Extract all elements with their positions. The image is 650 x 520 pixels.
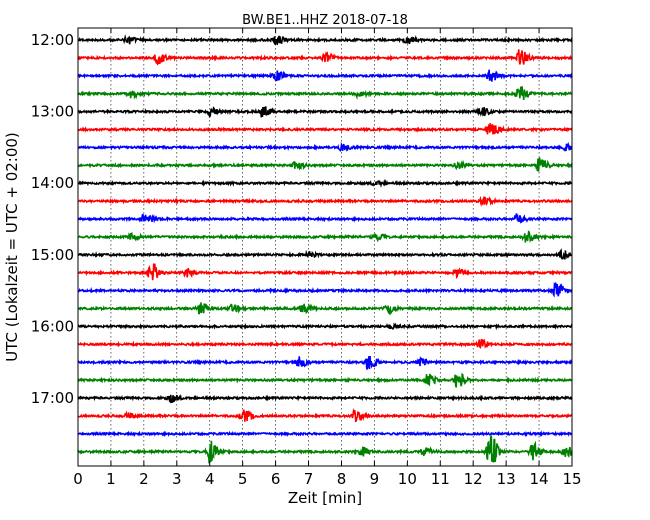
vertical-grid xyxy=(110,28,540,466)
seismogram-trace xyxy=(77,430,573,438)
seismogram-trace xyxy=(77,213,573,224)
seismogram-trace xyxy=(77,338,573,350)
seismogram-trace xyxy=(77,435,573,464)
seismogram-trace xyxy=(78,302,573,316)
x-tick-label: 0 xyxy=(73,470,83,488)
chart-title: BW.BE1..HHZ 2018-07-18 xyxy=(242,13,408,28)
x-tick-label: 14 xyxy=(530,470,549,488)
x-tick-label: 3 xyxy=(172,470,182,488)
y-tick-label: 12:00 xyxy=(31,31,74,49)
x-tick-label: 8 xyxy=(337,470,347,488)
x-tick-label: 9 xyxy=(370,470,380,488)
seismogram-trace xyxy=(77,282,573,298)
seismogram-trace xyxy=(77,106,573,119)
y-axis-ticks: 12:00 13:00 14:00 15:00 16:00 17:00 xyxy=(31,31,572,407)
seismogram-trace xyxy=(77,263,573,281)
x-tick-label: 12 xyxy=(464,470,483,488)
x-axis-ticks: 0 1 2 3 4 5 6 7 8 9 10 11 12 13 14 15 xyxy=(73,28,582,488)
x-axis-label: Zeit [min] xyxy=(288,489,362,507)
seismogram-trace xyxy=(77,322,573,331)
x-tick-label: 10 xyxy=(398,470,417,488)
x-tick-label: 11 xyxy=(431,470,450,488)
y-tick-label: 13:00 xyxy=(31,103,74,121)
axes-frame xyxy=(77,27,573,467)
y-tick-label: 16:00 xyxy=(31,317,74,335)
y-axis-label: UTC (Lokalzeit = UTC + 02:00) xyxy=(3,132,21,362)
x-tick-label: 15 xyxy=(562,470,581,488)
seismogram-trace xyxy=(77,248,573,260)
seismogram-trace xyxy=(77,407,573,423)
seismogram-trace xyxy=(77,393,573,404)
x-tick-label: 6 xyxy=(271,470,281,488)
seismogram-trace xyxy=(77,141,573,152)
seismogram-trace xyxy=(77,372,573,388)
y-tick-label: 15:00 xyxy=(31,246,74,264)
seismogram-trace xyxy=(77,86,573,101)
seismogram-trace xyxy=(77,123,573,135)
seismogram-trace xyxy=(77,178,573,189)
x-tick-label: 2 xyxy=(139,470,149,488)
x-tick-label: 1 xyxy=(106,470,116,488)
x-tick-label: 7 xyxy=(304,470,314,488)
y-tick-label: 14:00 xyxy=(31,174,74,192)
x-tick-label: 5 xyxy=(238,470,248,488)
seismogram-trace xyxy=(77,34,573,45)
seismogram-trace xyxy=(77,157,573,172)
seismogram-trace xyxy=(77,195,573,207)
seismogram-trace xyxy=(77,69,573,82)
trace-group xyxy=(77,34,573,464)
seismogram-trace xyxy=(77,355,573,370)
seismogram-trace xyxy=(77,230,573,244)
x-tick-label: 13 xyxy=(497,470,516,488)
seismogram-trace xyxy=(77,49,573,66)
x-tick-label: 4 xyxy=(205,470,215,488)
y-tick-label: 17:00 xyxy=(31,389,74,407)
